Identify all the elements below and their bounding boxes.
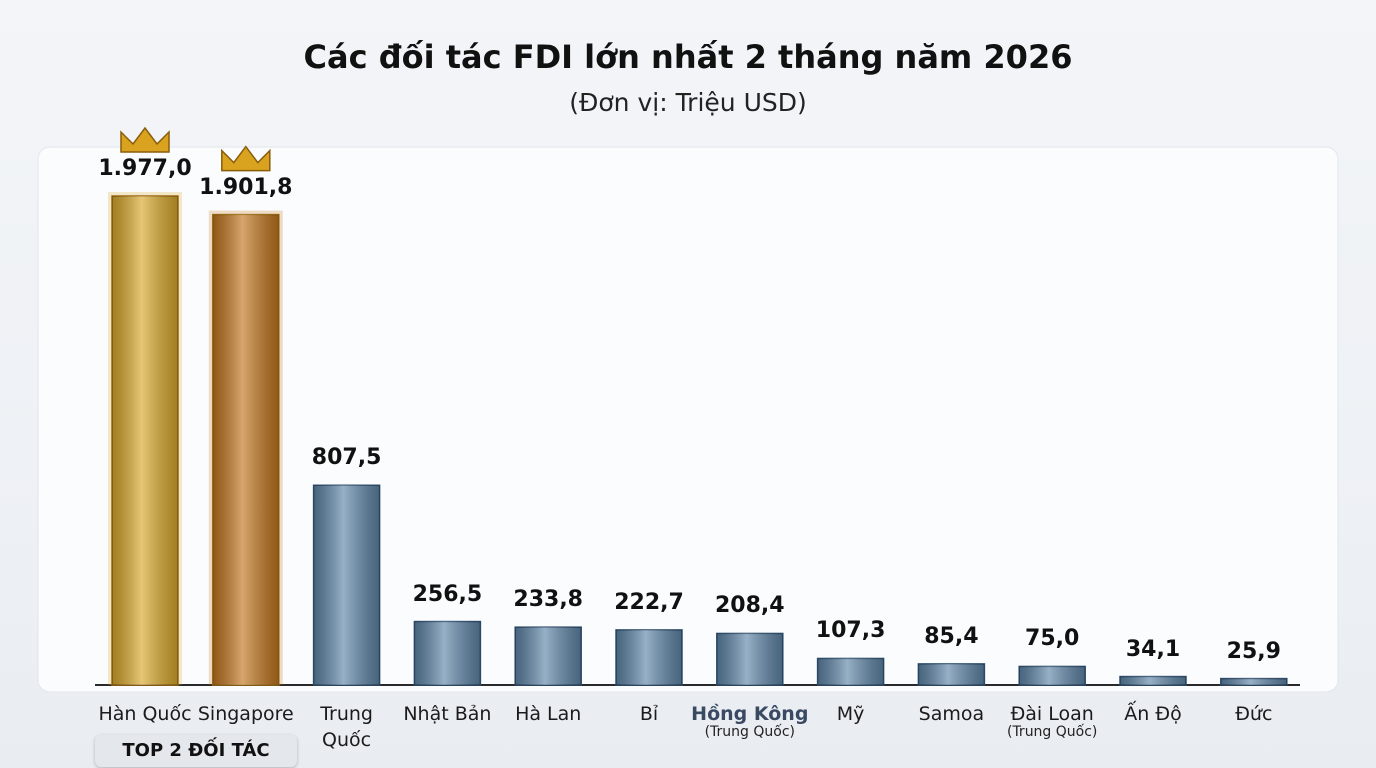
bar-shine (212, 214, 279, 686)
chart-subtitle: (Đơn vị: Triệu USD) (569, 88, 807, 117)
crown (221, 145, 271, 172)
x-tick-label: Hồng Kông (691, 703, 809, 725)
value-label: 1.977,0 (98, 156, 192, 181)
badge: TOP 2 ĐỐI TÁC (95, 735, 297, 767)
x-tick-label: Samoa (918, 703, 985, 725)
bar-shine (414, 621, 481, 685)
bar-shine (716, 633, 783, 685)
bar-shine (112, 196, 178, 685)
value-label: 107,3 (815, 618, 886, 644)
x-tick-label: Hà Lan (515, 703, 582, 725)
bar-shine (1019, 666, 1086, 685)
x-tick-label: Nhật Bản (403, 703, 492, 725)
x-tick-label: Đài Loan (1010, 703, 1094, 725)
value-label: 222,7 (614, 589, 684, 615)
bar-shine (1220, 678, 1287, 685)
value-label: 25,9 (1226, 638, 1281, 664)
x-tick-label: Đức (1235, 703, 1273, 725)
x-tick-label: Bỉ (639, 703, 659, 725)
bar-shine (616, 629, 682, 685)
bar-shine (1120, 676, 1186, 685)
x-tick-label: Mỹ (836, 703, 865, 725)
value-label: 85,4 (924, 623, 979, 649)
value-label: 34,1 (1125, 636, 1181, 662)
value-label: 233,8 (513, 587, 583, 613)
chart-title: Các đối tác FDI lớn nhất 2 tháng năm 202… (303, 38, 1073, 76)
value-label: 256,5 (412, 581, 483, 607)
value-label: 75,0 (1025, 626, 1080, 652)
bar-shine (313, 485, 380, 685)
x-tick-label: Ấn Độ (1124, 703, 1182, 725)
bar-shine (515, 627, 582, 685)
x-tick-note: (Trung Quốc) (1006, 724, 1098, 740)
x-tick-label: Hàn Quốc (98, 703, 192, 725)
x-tick-label: Singapore (197, 703, 294, 725)
x-tick-note: (Trung Quốc) (704, 724, 796, 740)
value-label: 807,5 (311, 445, 382, 471)
value-label: 208,4 (715, 593, 785, 619)
bar-shine (817, 658, 884, 685)
value-label: 1.901,8 (199, 174, 293, 200)
x-tick-label: Trung Quốc (320, 703, 373, 751)
bar-shine (918, 663, 985, 685)
crown (120, 126, 170, 153)
